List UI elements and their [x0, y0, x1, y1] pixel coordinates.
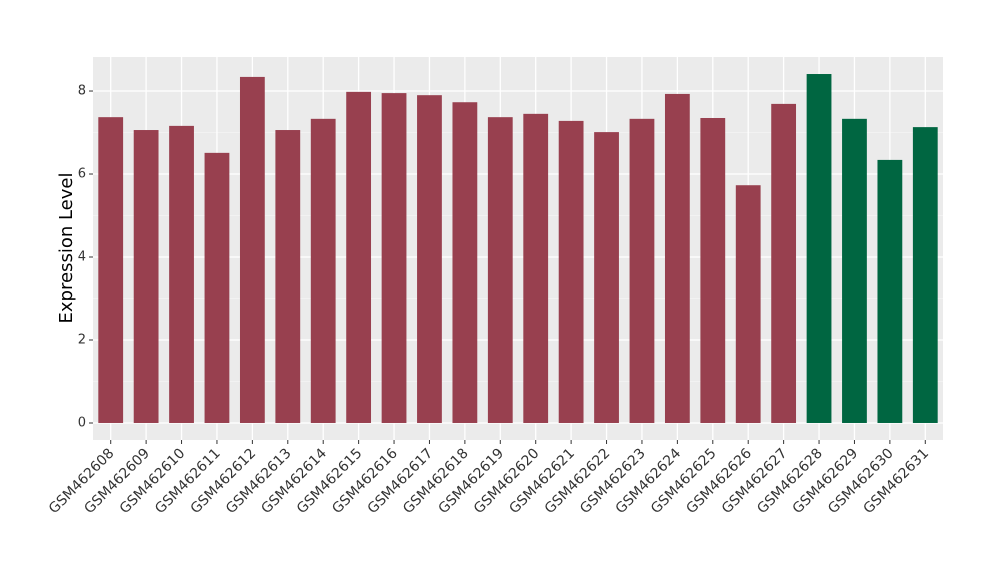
bar — [629, 118, 655, 423]
y-tick-label: 4 — [78, 250, 86, 265]
bar — [381, 93, 407, 423]
bar — [487, 117, 513, 423]
bar — [204, 152, 230, 423]
bar — [771, 103, 797, 423]
bar — [310, 118, 336, 423]
plot-background — [93, 57, 943, 440]
bar — [806, 74, 832, 423]
bar — [239, 76, 265, 423]
bar — [912, 127, 938, 423]
bar — [417, 95, 442, 423]
bar — [133, 130, 159, 423]
bar — [558, 120, 584, 423]
y-tick-label: 8 — [78, 84, 86, 99]
bar — [877, 159, 903, 423]
bar — [700, 117, 726, 423]
y-axis-label: Expression Level — [56, 173, 77, 324]
bar — [452, 102, 478, 423]
bar — [594, 132, 619, 423]
bar — [98, 117, 124, 423]
bar — [523, 113, 549, 423]
y-tick-label: 0 — [78, 415, 86, 430]
bar — [169, 125, 194, 423]
bar — [842, 118, 867, 423]
bar — [346, 91, 372, 423]
bar — [735, 185, 761, 423]
y-tick-label: 6 — [78, 167, 86, 182]
bar — [664, 93, 690, 423]
y-tick-label: 2 — [78, 332, 86, 347]
bar — [275, 130, 301, 423]
